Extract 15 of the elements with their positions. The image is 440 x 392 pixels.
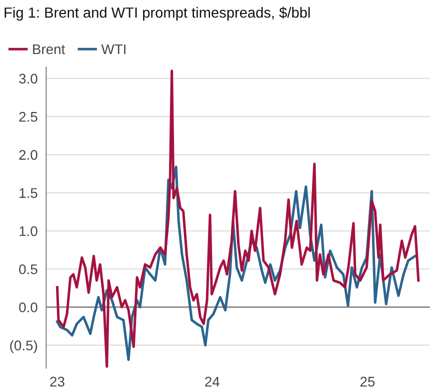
chart-title: Fig 1: Brent and WTI prompt timespreads, $/bbl <box>4 6 310 21</box>
x-tick-label: 23 <box>50 376 64 387</box>
x-tick-label: 24 <box>205 376 220 386</box>
line-series <box>56 70 420 368</box>
legend-label: Brent <box>33 44 66 54</box>
y-tick-label: (0.5) <box>10 340 38 354</box>
y-tick-label: 0.0 <box>19 302 38 312</box>
y-tick-label: 0.5 <box>19 264 38 274</box>
y-tick-label: 3.0 <box>19 74 38 84</box>
y-tick-label: 2.0 <box>19 150 38 160</box>
y-tick-label: 2.5 <box>19 112 38 122</box>
y-tick-label: 1.0 <box>20 226 38 236</box>
y-tick-label: 1.5 <box>20 188 38 198</box>
x-tick-label: 25 <box>360 376 375 387</box>
legend-label: WTI <box>101 44 126 54</box>
